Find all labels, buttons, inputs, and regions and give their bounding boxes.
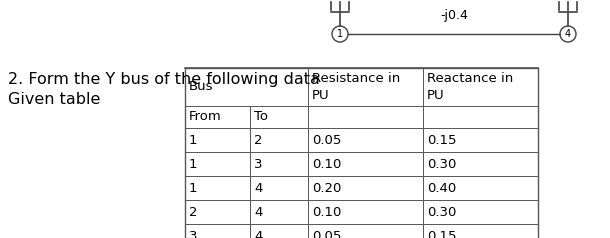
Text: Bus: Bus xyxy=(189,80,213,94)
Text: Reactance in
PU: Reactance in PU xyxy=(427,72,513,102)
Text: 0.20: 0.20 xyxy=(312,182,342,194)
Text: 0.05: 0.05 xyxy=(312,229,342,238)
Text: 0.30: 0.30 xyxy=(427,205,456,218)
Text: 2. Form the Y bus of the following data: 2. Form the Y bus of the following data xyxy=(8,72,320,87)
Text: 0.05: 0.05 xyxy=(312,134,342,147)
Text: 4: 4 xyxy=(254,229,262,238)
Text: 0.10: 0.10 xyxy=(312,158,342,170)
Bar xyxy=(185,68,538,238)
Text: 4: 4 xyxy=(565,29,571,39)
Text: 0.30: 0.30 xyxy=(427,158,456,170)
Text: To: To xyxy=(254,110,268,124)
Text: 4: 4 xyxy=(254,182,262,194)
Text: 3: 3 xyxy=(189,229,198,238)
Text: Given table: Given table xyxy=(8,92,101,107)
Text: From: From xyxy=(189,110,222,124)
Text: 3: 3 xyxy=(254,158,262,170)
Text: 0.15: 0.15 xyxy=(427,134,456,147)
Text: 0.15: 0.15 xyxy=(427,229,456,238)
Text: 2: 2 xyxy=(189,205,198,218)
Text: 1: 1 xyxy=(189,134,198,147)
Text: Resistance in
PU: Resistance in PU xyxy=(312,72,400,102)
Text: -j0.4: -j0.4 xyxy=(440,9,468,22)
Text: 0.40: 0.40 xyxy=(427,182,456,194)
Text: 1: 1 xyxy=(189,182,198,194)
Text: 1: 1 xyxy=(189,158,198,170)
Text: 1: 1 xyxy=(337,29,343,39)
Text: 2: 2 xyxy=(254,134,262,147)
Text: 4: 4 xyxy=(254,205,262,218)
Text: 0.10: 0.10 xyxy=(312,205,342,218)
